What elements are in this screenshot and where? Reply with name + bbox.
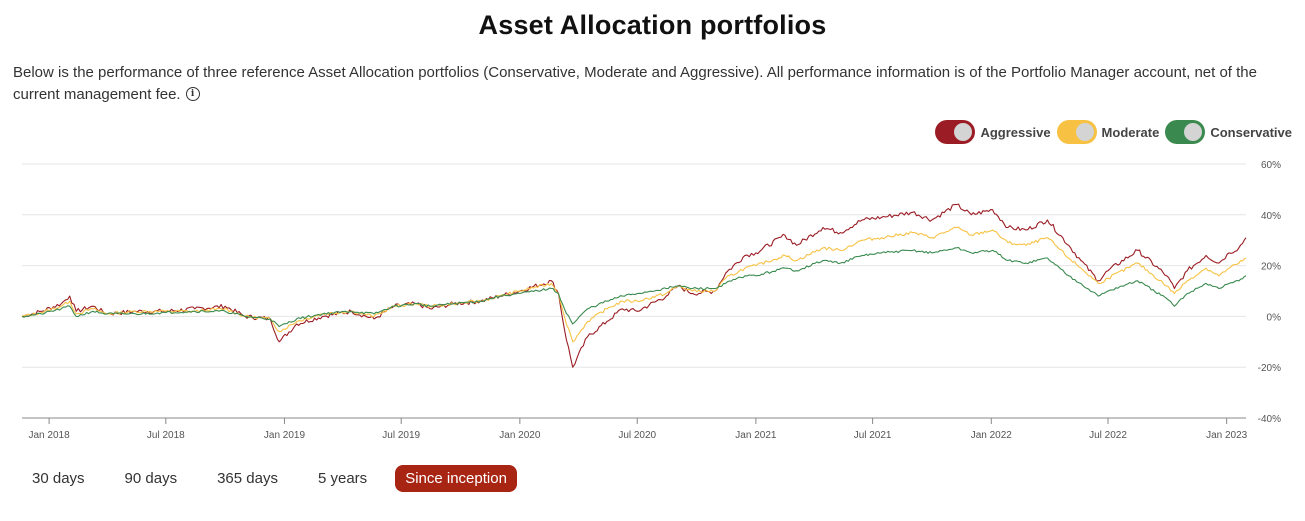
toggle-switch-moderate[interactable] [1056, 120, 1097, 144]
x-tick-label: Jan 2022 [971, 430, 1013, 441]
toggle-knob [1184, 123, 1203, 141]
description-text: Below is the performance of three refere… [13, 64, 1257, 103]
x-tick-label: Jan 2021 [735, 430, 777, 441]
x-tick-label: Jul 2018 [147, 430, 185, 441]
period-30-days-button[interactable]: 30 days [32, 470, 85, 487]
y-tick-label: 40% [1261, 211, 1281, 222]
x-tick-label: Jan 2020 [499, 430, 541, 441]
x-tick-label: Jul 2020 [618, 430, 656, 441]
series-line-aggressive [21, 203, 1247, 368]
period-365-days-button[interactable]: 365 days [217, 470, 278, 487]
toggle-knob [1075, 123, 1094, 141]
page-description: Below is the performance of three refere… [13, 62, 1293, 106]
toggle-switch-conservative[interactable] [1165, 120, 1206, 144]
y-tick-label: -20% [1258, 363, 1281, 374]
period-5-years-button[interactable]: 5 years [317, 470, 368, 487]
y-tick-label: 20% [1261, 262, 1281, 273]
legend-label-conservative: Conservative [1210, 124, 1292, 140]
toggle-knob [954, 123, 973, 141]
toggle-conservative[interactable]: Conservative [1165, 120, 1292, 144]
series-line-conservative [21, 246, 1247, 328]
chart-legend: Aggressive Moderate Conservative [929, 120, 1292, 144]
toggle-aggressive[interactable]: Aggressive [935, 120, 1051, 144]
x-tick-label: Jan 2023 [1206, 430, 1248, 441]
toggle-switch-aggressive[interactable] [935, 120, 976, 144]
x-tick-label: Jan 2019 [264, 430, 306, 441]
legend-label-moderate: Moderate [1101, 124, 1160, 140]
y-tick-label: 0% [1267, 312, 1282, 323]
info-circle-icon[interactable]: i [185, 87, 200, 101]
period-since-inception-button[interactable]: Since inception [395, 465, 517, 492]
performance-line-chart: 60% 40% 20% 0% -20% -40% Jan 2018 Jul 2018 Jan 2… [21, 160, 1282, 441]
toggle-moderate[interactable]: Moderate [1056, 120, 1160, 144]
y-tick-label: 60% [1261, 160, 1281, 171]
period-selector: 30 days 90 days 365 days 5 years Since i… [20, 465, 533, 492]
page-title: Asset Allocation portfolios [478, 10, 827, 40]
period-90-days-button[interactable]: 90 days [124, 470, 178, 487]
x-tick-label: Jul 2019 [382, 430, 420, 441]
y-tick-label: -40% [1258, 414, 1281, 425]
x-tick-label: Jul 2022 [1089, 430, 1127, 441]
legend-label-aggressive: Aggressive [980, 124, 1051, 140]
x-tick-label: Jan 2018 [29, 430, 71, 441]
series-line-moderate [21, 226, 1247, 343]
x-tick-label: Jul 2021 [854, 430, 892, 441]
